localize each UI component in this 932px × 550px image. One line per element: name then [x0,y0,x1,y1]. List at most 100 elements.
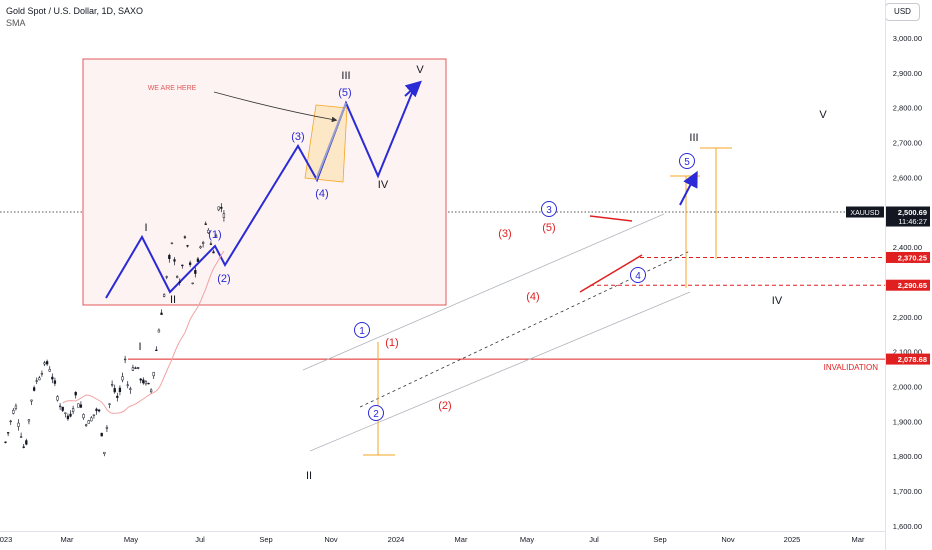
candle-body [222,213,226,218]
candle-body [142,379,145,384]
triangle-upper[interactable] [589,215,633,222]
candle-body [19,436,23,438]
candle-body [118,387,122,392]
candle-body [217,206,220,211]
symbol-title[interactable]: Gold Spot / U.S. Dollar, 1D, SAXO [6,6,144,16]
candle-body [6,432,10,434]
candle-body [181,264,184,267]
candle-body [168,255,171,259]
time-tick-label: Mar [455,535,468,544]
inset-wave-3: (3) [291,131,304,143]
time-tick-label: 2024 [388,535,405,544]
sma-line [62,250,225,414]
candle-body [126,384,129,386]
candle-body [204,223,207,225]
candle-body [95,408,98,412]
candle-body [207,229,210,234]
candle-body [22,446,25,448]
candle-body [134,367,137,369]
candle-body [32,387,36,391]
projection-inset-box[interactable] [82,58,447,306]
price-tick-label: 2,400.00 [893,243,922,252]
candle-body [56,396,59,401]
inset-wave-I: I [144,222,147,234]
wave-I: I [138,341,141,353]
price-tick-label: 1,600.00 [893,522,922,531]
price-tick-label: 1,800.00 [893,452,922,461]
candle-body [92,414,96,416]
candle-body [139,378,142,381]
candle-body [48,369,51,372]
candle-body [45,361,49,365]
indicator-label[interactable]: SMA [6,18,26,28]
time-tick-label: 2025 [784,535,801,544]
inset-wave-arrow [404,80,422,98]
inset-wave-4: (4) [315,188,328,200]
price-axis: 3,000.00 2,900.00 2,800.00 2,700.00 2,600.00… [885,0,922,550]
time-tick-label: May [124,535,138,544]
inset-wave-IV: IV [378,179,389,191]
candle-body [162,294,166,297]
candle-body [201,242,205,244]
last-price-tag-bg [886,206,930,227]
candle-body [191,282,194,285]
inset-current-leg [315,102,347,181]
circled-wave-1-marker [354,322,370,338]
price-tick-label: 2,700.00 [893,139,922,148]
candle-body [144,381,148,385]
candle-body [66,415,70,420]
circled-wave-5-marker [679,153,695,169]
price-tick-label: 2,100.00 [893,348,922,357]
candles [4,203,226,457]
candle-body [100,432,103,437]
candle-body [136,367,140,369]
channel-midline[interactable] [359,250,691,408]
inset-wave-III: III [341,70,350,82]
red-wave-2: (2) [438,400,451,412]
candle-body [155,349,158,352]
candle-body [214,235,218,237]
circled-wave-2-marker [368,405,384,421]
candle-body [53,380,57,384]
candle-body [178,281,181,283]
red-wave-5: (5) [542,222,555,234]
trendlines[interactable] [128,147,885,456]
candle-body [152,371,155,377]
candle-body [194,270,197,274]
triangle-lower[interactable] [579,254,643,293]
candle-body [105,427,109,429]
circled-wave-3-marker [541,201,557,217]
level-tag-1: 2,370.25 [898,253,927,262]
current-zone-highlight [304,104,348,183]
circled-wave-5: 5 [684,157,690,168]
candle-body [30,399,33,402]
candle-body [175,276,179,278]
candle-body [43,362,46,365]
channel-upper[interactable] [302,213,665,371]
candle-body [170,242,174,244]
channel-lower[interactable] [309,291,691,452]
time-tick-label: Nov [721,535,735,544]
candle-body [147,382,150,385]
candle-body [61,406,64,411]
candle-body [129,388,132,390]
inset-wave-path [105,87,415,299]
candle-body [64,412,67,414]
price-tick-label: 2,800.00 [893,104,922,113]
time-tick-label: 023 [0,535,12,544]
price-tick-label: 3,000.00 [893,34,922,43]
candle-body [131,367,135,371]
candle-body [183,236,187,238]
time-tick-label: Sep [653,535,666,544]
price-tick-label: 1,900.00 [893,417,922,426]
last-price-tag-countdown: 11:46:27 [898,217,927,226]
candle-body [123,358,127,361]
circled-wave-1: 1 [359,326,365,337]
candle-body [9,420,12,423]
candle-body [71,408,75,412]
candle-body [74,391,77,396]
candle-body [121,376,124,381]
inset-pointer-arrow [213,91,338,123]
candle-body [58,405,62,408]
